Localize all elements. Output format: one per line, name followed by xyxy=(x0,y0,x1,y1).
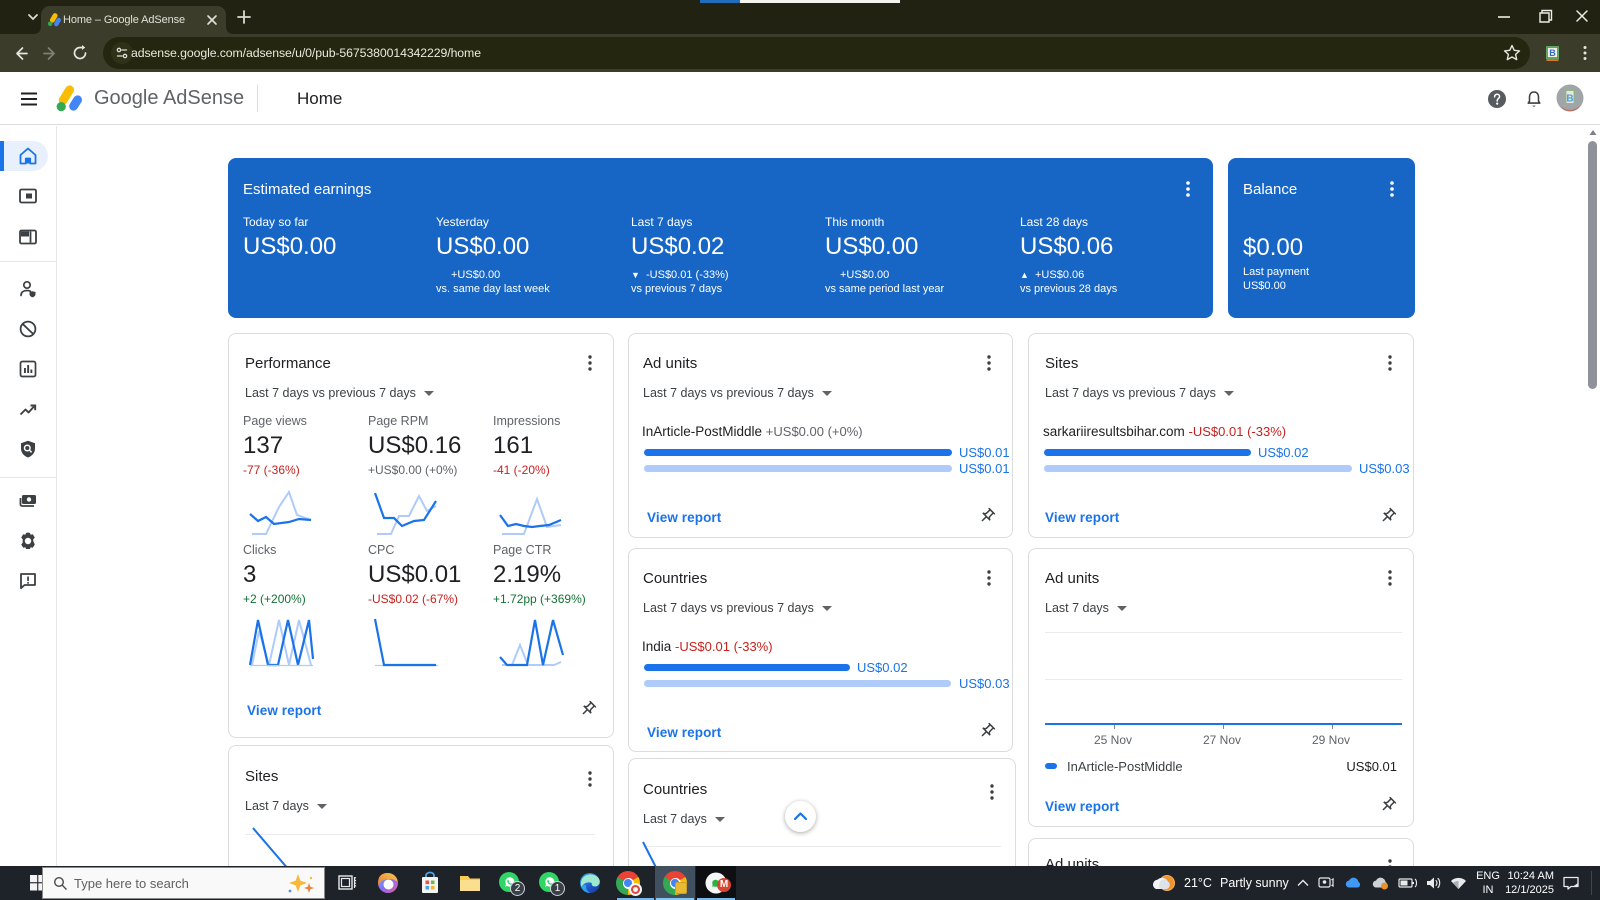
svg-text:B: B xyxy=(1549,48,1556,58)
svg-text:B: B xyxy=(1566,94,1573,105)
